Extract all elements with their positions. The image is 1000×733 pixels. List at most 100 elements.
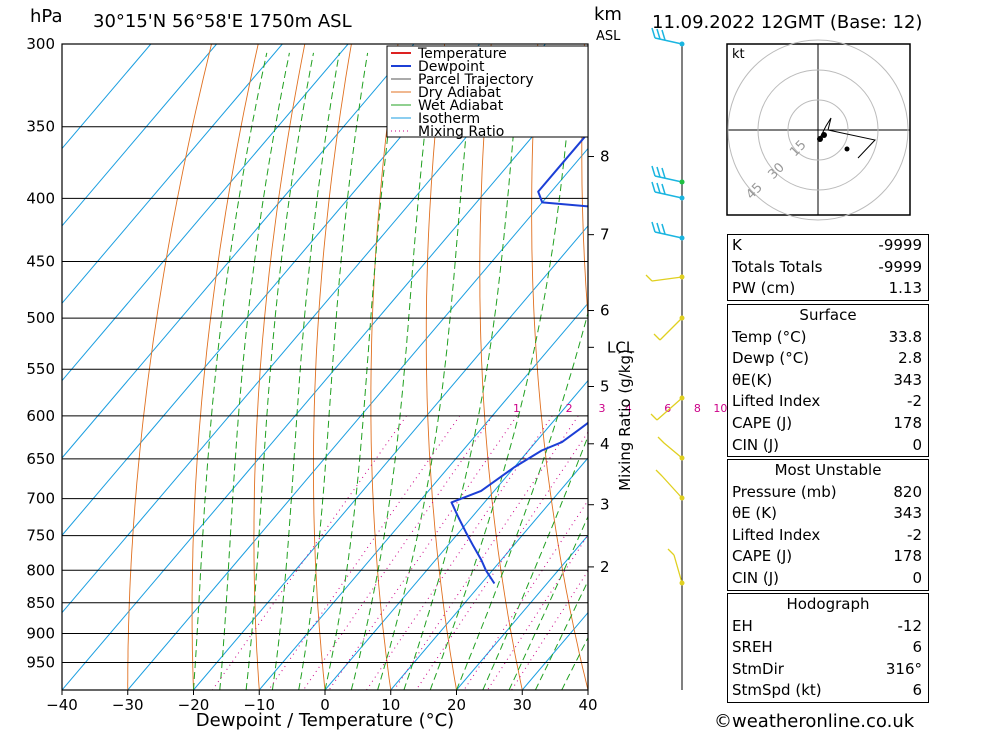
mixing-ratio-line xyxy=(302,415,494,690)
legend: Temperature Dewpoint Parcel Trajectory D… xyxy=(386,45,589,140)
isotherm xyxy=(456,534,588,690)
index-label: PW (cm) xyxy=(732,279,796,298)
isotherm xyxy=(62,44,152,150)
wet-adiabat xyxy=(245,52,314,690)
index-value: 343 xyxy=(893,504,922,523)
wet-adiabat xyxy=(482,434,588,690)
height-tick-label: 5 xyxy=(600,378,610,396)
x-tick-label: 10 xyxy=(381,696,400,714)
x-tick-label: 20 xyxy=(447,696,466,714)
wet-adiabat xyxy=(377,52,475,690)
mixing-ratio-line xyxy=(211,415,407,690)
index-row: θE (K) 343 xyxy=(728,503,928,525)
dry-adiabat xyxy=(425,44,457,690)
isotherm xyxy=(127,147,588,690)
dry-adiabat xyxy=(957,44,1000,690)
index-label: Pressure (mb) xyxy=(732,482,837,501)
hodograph-title: Hodograph xyxy=(786,595,870,613)
wet-adiabat xyxy=(271,52,340,690)
pressure-tick-label: 550 xyxy=(26,360,55,378)
dry-adiabat xyxy=(127,44,212,690)
wind-barb xyxy=(651,221,683,239)
isotherm xyxy=(258,302,588,690)
wind-barb-column xyxy=(645,27,685,690)
mixing-ratio-label: 1 xyxy=(513,402,520,415)
pressure-tick-label: 350 xyxy=(26,118,55,136)
index-label: StmSpd (kt) xyxy=(732,681,822,700)
index-row: Totals Totals -9999 xyxy=(728,257,928,279)
mixing-ratio-label: 3 xyxy=(598,402,605,415)
surface-box: Surface Temp (°C) 33.8 Dewp (°C) 2.8 θE(K)… xyxy=(727,304,929,458)
dewpoint-line xyxy=(450,131,588,585)
height-tick-label: 6 xyxy=(600,302,610,320)
index-label: CAPE (J) xyxy=(732,547,793,566)
legend-mixing-ratio: Mixing Ratio xyxy=(418,124,504,140)
dry-adiabat xyxy=(370,44,399,690)
hodograph: kt 15 30 45 xyxy=(726,39,911,221)
index-label: CAPE (J) xyxy=(732,413,793,432)
x-tick-label: −20 xyxy=(178,696,210,714)
height-unit-label: km xyxy=(594,4,622,25)
x-tick-label: 0 xyxy=(320,696,330,714)
pressure-tick-label: 800 xyxy=(26,561,55,579)
index-value: 0 xyxy=(912,568,922,587)
hodograph-unit: kt xyxy=(732,47,745,62)
index-label: CIN (J) xyxy=(732,568,780,587)
pressure-tick-label: 450 xyxy=(26,253,55,271)
index-label: θE (K) xyxy=(732,504,777,523)
index-label: CIN (J) xyxy=(732,435,780,454)
index-row: θE(K) 343 xyxy=(728,370,928,392)
height-tick-label: 3 xyxy=(600,496,610,514)
wet-adiabat xyxy=(193,52,268,690)
indices-top-box: K -9999 Totals Totals -9999 PW (cm) 1.13 xyxy=(727,234,929,301)
pressure-unit-label: hPa xyxy=(30,6,62,27)
index-value: 6 xyxy=(912,681,922,700)
height-tick-label: 8 xyxy=(600,148,610,166)
index-value: -12 xyxy=(897,616,923,635)
isotherm xyxy=(62,44,415,459)
isotherm xyxy=(62,44,283,305)
index-row: Temp (°C) 33.8 xyxy=(728,327,928,349)
legend-dry-adiabat: Dry Adiabat xyxy=(418,85,501,101)
legend-wet-adiabat: Wet Adiabat xyxy=(418,98,504,114)
wet-adiabat xyxy=(429,52,576,690)
most-unstable-box: Most Unstable Pressure (mb) 820 θE (K) 343… xyxy=(727,459,929,591)
mixing-ratio-line xyxy=(511,570,588,690)
pressure-tick-label: 600 xyxy=(26,407,55,425)
pressure-tick-label: 300 xyxy=(26,35,55,53)
index-row: CAPE (J) 178 xyxy=(728,546,928,568)
mixing-ratio-axis-label: Mixing Ratio (g/kg) xyxy=(616,349,634,491)
pressure-tick-label: 400 xyxy=(26,189,55,207)
mixing-ratio-line xyxy=(268,415,461,690)
wind-barb xyxy=(651,27,683,45)
wet-adiabat xyxy=(403,52,522,690)
mixing-ratio-label: 6 xyxy=(664,402,671,415)
height-unit-asl: ASL xyxy=(596,29,621,44)
index-value: 178 xyxy=(893,413,922,432)
mixing-ratio-label: 4 xyxy=(625,402,632,415)
mixing-ratio-label: 10 xyxy=(713,402,727,415)
index-value: 2.8 xyxy=(898,349,922,368)
index-row: StmDir 316° xyxy=(728,659,928,681)
wet-adiabat xyxy=(298,52,369,690)
wind-barb xyxy=(645,274,683,282)
index-value: 1.13 xyxy=(888,279,922,298)
wet-adiabat xyxy=(324,52,400,690)
index-value: 0 xyxy=(912,435,922,454)
pressure-tick-label: 900 xyxy=(26,624,55,642)
index-value: -2 xyxy=(907,525,922,544)
index-row: Lifted Index -2 xyxy=(728,391,928,413)
height-tick-label: 2 xyxy=(600,558,610,576)
pressure-tick-label: 750 xyxy=(26,527,55,545)
mixing-ratio-line xyxy=(328,415,518,690)
mixing-ratio-line xyxy=(366,415,553,690)
x-tick-label: −30 xyxy=(112,696,144,714)
index-row: Dewp (°C) 2.8 xyxy=(728,348,928,370)
isotherm xyxy=(62,70,588,690)
x-tick-label: 40 xyxy=(578,696,597,714)
index-row: CIN (J) 0 xyxy=(728,568,928,590)
wind-barb xyxy=(651,181,683,199)
index-label: Lifted Index xyxy=(732,525,821,544)
pressure-tick-label: 850 xyxy=(26,594,55,612)
